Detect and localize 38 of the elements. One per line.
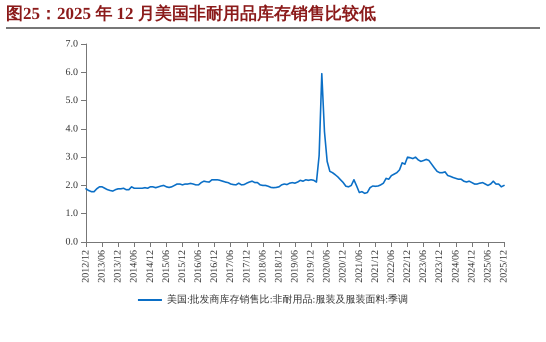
- x-tick-label: 2013/06: [96, 250, 108, 283]
- line-series: [85, 72, 505, 194]
- x-tick-label: 2022/06: [386, 250, 397, 283]
- x-tick-label: 2014/06: [128, 250, 140, 283]
- x-tick-label: 2018/06: [257, 250, 268, 283]
- y-tick-label: 5.0: [66, 95, 78, 106]
- x-tick-label: 2018/12: [273, 250, 284, 283]
- x-tick-label: 2015/12: [176, 250, 188, 283]
- x-tick-label: 2019/12: [306, 250, 317, 283]
- y-tick-label: 6.0: [66, 66, 78, 78]
- x-tick-label: 2022/12: [402, 250, 414, 283]
- x-tick-label: 2023/12: [434, 250, 446, 283]
- y-tick-label: 7.0: [66, 38, 78, 50]
- x-tick-label: 2020/12: [338, 250, 349, 283]
- x-tick-label: 2014/12: [144, 250, 156, 283]
- x-tick-label: 2017/06: [225, 250, 236, 283]
- x-tick-label: 2023/06: [418, 250, 430, 283]
- x-tick-label: 2016/12: [209, 250, 220, 283]
- x-tick-label: 2017/12: [241, 250, 252, 283]
- y-tick-label: 3.0: [66, 152, 78, 163]
- x-tick-label: 2021/06: [354, 250, 365, 283]
- x-tick-label: 2024/06: [450, 250, 462, 283]
- x-tick-label: 2015/06: [160, 250, 172, 283]
- x-tick-label: 2019/06: [290, 250, 300, 283]
- x-tick-label: 2024/12: [466, 250, 478, 283]
- chart-title: 图25：2025 年 12 月美国非耐用品库存销售比较低: [6, 2, 540, 29]
- x-tick-label: 2021/12: [370, 250, 381, 283]
- legend-label: 美国:批发商库存销售比:非耐用品:服装及服装面料:季调: [166, 294, 408, 306]
- y-tick-label: 4.0: [66, 123, 78, 134]
- y-tick-label: 0.0: [66, 236, 78, 248]
- x-tick-label: 2020/06: [322, 250, 333, 283]
- x-tick-label: 2012/12: [80, 250, 92, 283]
- x-tick-label: 2025/12: [498, 250, 510, 283]
- x-tick-label: 2025/06: [482, 250, 494, 283]
- y-tick-label: 2.0: [66, 180, 78, 191]
- y-tick-label: 1.0: [66, 208, 78, 220]
- x-tick-label: 2013/12: [112, 250, 124, 283]
- x-tick-label: 2016/06: [193, 250, 204, 283]
